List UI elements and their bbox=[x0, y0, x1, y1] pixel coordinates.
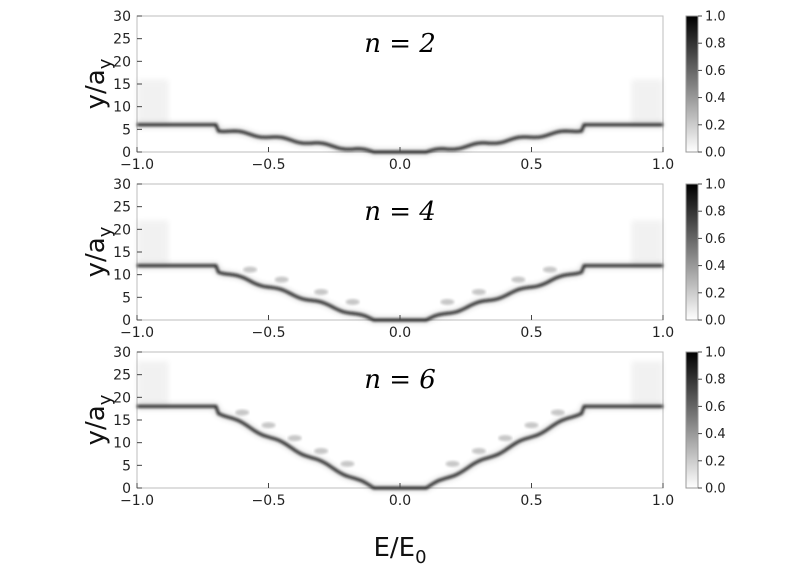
x-tick-label: −1.0 bbox=[120, 493, 154, 509]
colorbar-gradient bbox=[685, 183, 699, 321]
y-tick-label: 25 bbox=[113, 368, 131, 384]
y-tick-label: 25 bbox=[113, 32, 131, 48]
colorbar-tick-label: 0.8 bbox=[705, 37, 726, 52]
colorbar: 0.0 0.2 0.4 0.6 0.8 1.0 bbox=[685, 178, 726, 329]
x-tick-label: 0.0 bbox=[389, 157, 411, 173]
plot-area bbox=[136, 183, 664, 321]
y-tick-label: 30 bbox=[113, 345, 131, 361]
colorbar-tick-label: 0.6 bbox=[705, 400, 726, 415]
y-tick-label: 30 bbox=[113, 177, 131, 193]
side-lobe bbox=[274, 276, 289, 283]
y-tick-label: 10 bbox=[113, 436, 131, 452]
y-tick-label: 5 bbox=[122, 122, 131, 138]
colorbar-tick-label: 0.4 bbox=[705, 91, 726, 106]
colorbar: 0.0 0.2 0.4 0.6 0.8 1.0 bbox=[685, 346, 726, 497]
side-lobe bbox=[314, 447, 329, 454]
side-lobe bbox=[235, 409, 250, 416]
y-tick-label: 5 bbox=[122, 290, 131, 306]
colorbar-tick-label: 0.6 bbox=[705, 64, 726, 79]
edge-haze bbox=[631, 220, 663, 266]
panel-label: n = 4 bbox=[364, 197, 436, 227]
x-tick-label: −0.5 bbox=[252, 325, 286, 341]
y-tick-label: 15 bbox=[113, 413, 131, 429]
colorbar-gradient bbox=[685, 15, 699, 153]
x-tick-label: 1.0 bbox=[652, 157, 674, 173]
x-tick-label: −1.0 bbox=[120, 157, 154, 173]
side-lobe bbox=[440, 299, 455, 306]
panels: −1.0 −0.5 0.0 0.5 1.0 0 5 10 15 20 25 30 n = 2 y/ay 0.… bbox=[81, 9, 726, 509]
x-tick-label: 0.5 bbox=[520, 157, 542, 173]
global-labels: E/E0 bbox=[373, 533, 426, 568]
colorbar-tick-label: 0.8 bbox=[705, 205, 726, 220]
y-tick-label: 10 bbox=[113, 100, 131, 116]
x-tick-label: 0.5 bbox=[520, 493, 542, 509]
colorbar-tick-label: 0.2 bbox=[705, 118, 726, 133]
y-tick-label: 20 bbox=[113, 54, 131, 70]
y-tick-label: 5 bbox=[122, 458, 131, 474]
side-lobe bbox=[471, 447, 486, 454]
side-lobe bbox=[345, 299, 360, 306]
x-tick-label: 0.0 bbox=[389, 493, 411, 509]
panel-2: −1.0 −0.5 0.0 0.5 1.0 0 5 10 15 20 25 30 n = 4 y/ay 0.… bbox=[81, 177, 726, 341]
y-tick-label: 0 bbox=[122, 481, 131, 497]
side-lobe bbox=[511, 276, 526, 283]
colorbar-tick-label: 0.6 bbox=[705, 232, 726, 247]
y-tick-label: 25 bbox=[113, 200, 131, 216]
colorbar-tick-label: 1.0 bbox=[705, 10, 726, 25]
y-tick-label: 15 bbox=[113, 77, 131, 93]
side-lobe bbox=[550, 409, 565, 416]
y-axis-title: y/ay bbox=[81, 58, 116, 109]
panel-3: −1.0 −0.5 0.0 0.5 1.0 0 5 10 15 20 25 30 n = 6 y/ay 0.… bbox=[81, 345, 726, 509]
colorbar: 0.0 0.2 0.4 0.6 0.8 1.0 bbox=[685, 10, 726, 161]
colorbar-tick-label: 0.0 bbox=[705, 482, 726, 497]
y-axis-title: y/ay bbox=[81, 394, 116, 445]
x-tick-label: −1.0 bbox=[120, 325, 154, 341]
y-tick-label: 20 bbox=[113, 390, 131, 406]
side-lobe bbox=[542, 266, 557, 273]
edge-haze bbox=[137, 79, 169, 125]
x-tick-label: 0.0 bbox=[389, 325, 411, 341]
side-lobe bbox=[471, 289, 486, 296]
edge-haze bbox=[631, 361, 663, 407]
y-tick-label: 0 bbox=[122, 145, 131, 161]
plot-area bbox=[136, 351, 664, 489]
side-lobe bbox=[243, 266, 258, 273]
x-tick-label: 1.0 bbox=[652, 493, 674, 509]
colorbar-tick-label: 0.2 bbox=[705, 454, 726, 469]
colorbar-tick-label: 0.0 bbox=[705, 146, 726, 161]
side-lobe bbox=[524, 422, 539, 429]
colorbar-tick-label: 1.0 bbox=[705, 346, 726, 361]
side-lobe bbox=[498, 435, 513, 442]
panel-label: n = 2 bbox=[364, 29, 436, 59]
y-tick-label: 30 bbox=[113, 9, 131, 25]
edge-haze bbox=[631, 79, 663, 125]
colorbar-tick-label: 0.2 bbox=[705, 286, 726, 301]
y-tick-label: 10 bbox=[113, 268, 131, 284]
y-tick-label: 15 bbox=[113, 245, 131, 261]
y-axis-title: y/ay bbox=[81, 226, 116, 277]
colorbar-tick-label: 1.0 bbox=[705, 178, 726, 193]
colorbar-tick-label: 0.4 bbox=[705, 259, 726, 274]
colorbar-tick-label: 0.4 bbox=[705, 427, 726, 442]
edge-haze bbox=[137, 220, 169, 266]
panel-1: −1.0 −0.5 0.0 0.5 1.0 0 5 10 15 20 25 30 n = 2 y/ay 0.… bbox=[81, 9, 726, 173]
edge-haze bbox=[137, 361, 169, 407]
side-lobe bbox=[314, 289, 329, 296]
colorbar-tick-label: 0.8 bbox=[705, 373, 726, 388]
side-lobe bbox=[445, 460, 460, 467]
side-lobe bbox=[340, 460, 355, 467]
side-lobe bbox=[287, 435, 302, 442]
panel-label: n = 6 bbox=[364, 365, 436, 395]
y-tick-label: 0 bbox=[122, 313, 131, 329]
x-axis-title: E/E0 bbox=[373, 533, 426, 568]
x-tick-label: 1.0 bbox=[652, 325, 674, 341]
y-tick-label: 20 bbox=[113, 222, 131, 238]
x-tick-label: 0.5 bbox=[520, 325, 542, 341]
side-lobe bbox=[261, 422, 276, 429]
colorbar-gradient bbox=[685, 351, 699, 489]
x-tick-label: −0.5 bbox=[252, 157, 286, 173]
colorbar-tick-label: 0.0 bbox=[705, 314, 726, 329]
x-tick-label: −0.5 bbox=[252, 493, 286, 509]
